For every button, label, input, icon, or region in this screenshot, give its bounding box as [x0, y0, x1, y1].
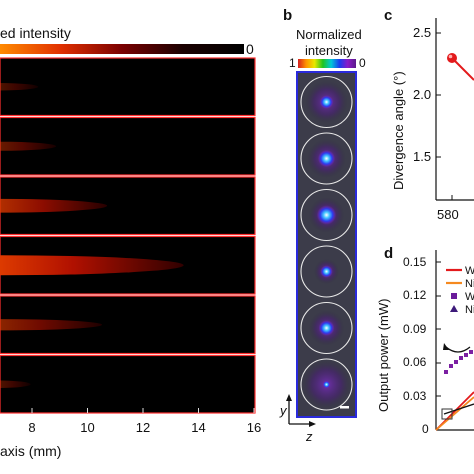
panel-d-curved-arrow — [445, 346, 471, 353]
legend-label-0: W — [465, 265, 474, 277]
panel-c-ytick-1: 2.0 — [413, 87, 432, 102]
panel-d-point-2 — [454, 360, 458, 364]
colorbar-a — [0, 44, 244, 54]
panel-c-label: c — [384, 7, 393, 24]
panel-b-aperture-0 — [300, 75, 353, 129]
panel-a-beam-4 — [0, 319, 102, 331]
panel-d-series-orange — [435, 396, 474, 431]
panel-b-core-4 — [318, 320, 335, 336]
axis-z-label: z — [306, 429, 313, 444]
panel-d-point-1 — [449, 364, 453, 368]
panel-b-core-3 — [320, 265, 333, 278]
panel-a-xtick-1: 10 — [80, 420, 94, 435]
panel-a-xtick-3: 14 — [191, 420, 205, 435]
panel-a-beam-5 — [0, 380, 31, 388]
panel-b-aperture-2 — [300, 188, 353, 242]
panel-b-aperture-3 — [300, 245, 353, 298]
panel-c-series-line — [451, 57, 474, 81]
panel-d-point-4 — [464, 353, 468, 357]
panel-b-aperture-4 — [300, 301, 353, 355]
legend-label-1: Ni — [465, 278, 474, 290]
panel-b-core-2 — [316, 205, 337, 225]
legend-label-2: W — [465, 291, 474, 303]
panel-d-ytick-1: 0.12 — [403, 288, 427, 302]
legend-label-3: Ni — [465, 304, 474, 316]
panel-b-aperture-5 — [300, 358, 353, 411]
legend-marker-2 — [451, 293, 457, 299]
colorbar-a-label: ed intensity — [0, 25, 71, 41]
panel-b-core-5 — [322, 380, 331, 389]
panel-d-ytick-3: 0.06 — [403, 355, 427, 369]
panel-a-beam-0 — [0, 83, 39, 91]
panel-a-xtick-0: 8 — [28, 420, 35, 435]
panel-d-series-black — [443, 403, 474, 415]
panel-d-point-0 — [444, 370, 448, 374]
panel-a-beam-3 — [0, 255, 184, 276]
panel-a-xtick-4: 16 — [247, 420, 261, 435]
panel-d-point-3 — [459, 356, 463, 360]
panel-a-row-5 — [0, 354, 256, 414]
panel-b-label: b — [283, 7, 293, 24]
scale-bar — [340, 406, 349, 409]
panel-a-xlabel: axis (mm) — [0, 443, 62, 459]
axis-y-label: y — [280, 403, 287, 418]
colorbar-b-min: 0 — [359, 56, 366, 70]
panel-d-ytick-5: 0 — [422, 422, 429, 436]
panel-d-ytick-2: 0.09 — [403, 322, 427, 336]
panel-a-row-0 — [0, 57, 256, 117]
panel-a-beam-1 — [0, 141, 57, 151]
panel-a-plot: 8 10 12 14 16 — [0, 57, 261, 435]
colorbar-b — [298, 59, 356, 68]
colorbar-b-max: 1 — [289, 56, 296, 70]
panel-b-core-0 — [319, 95, 334, 109]
panel-d-inset-box — [441, 408, 453, 420]
panel-b-title-1: Normalized — [296, 27, 362, 42]
panel-b-title-2: intensity — [305, 43, 353, 58]
panel-a-xtick-2: 12 — [136, 420, 150, 435]
panel-d-ytick-4: 0.03 — [403, 389, 427, 403]
panel-b-aperture-1 — [300, 132, 353, 185]
panel-c-ytick-2: 1.5 — [413, 149, 432, 164]
panel-d-point-5 — [469, 350, 473, 354]
panel-c-xtick-0: 580 — [437, 207, 459, 222]
legend-marker-3 — [450, 305, 458, 312]
panel-d-ytick-0: 0.15 — [403, 255, 427, 269]
panel-b-core-1 — [317, 149, 336, 168]
panel-c-ytick-0: 2.5 — [413, 25, 432, 40]
panel-a-beam-2 — [0, 198, 108, 213]
panel-a-row-2 — [0, 176, 256, 236]
colorbar-a-min: 0 — [246, 41, 254, 57]
panel-d-label: d — [384, 245, 394, 262]
